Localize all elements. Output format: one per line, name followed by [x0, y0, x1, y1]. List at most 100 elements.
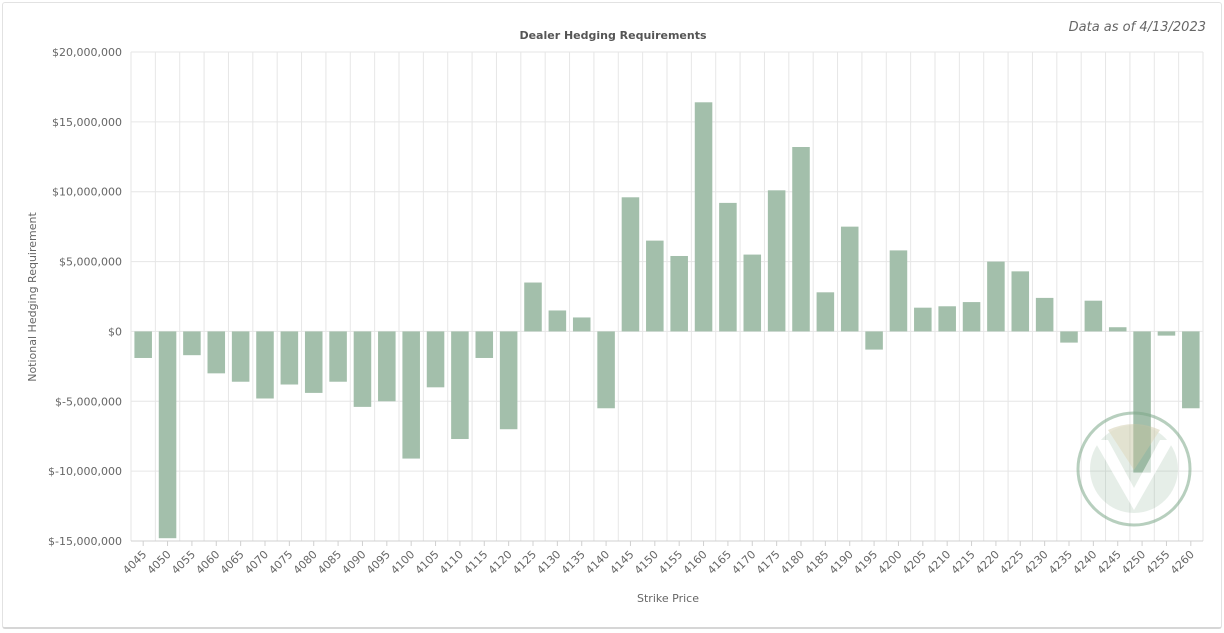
- bar-4060: [207, 331, 226, 374]
- y-tick-label: $5,000,000: [59, 256, 122, 269]
- bar-4135: [572, 317, 591, 332]
- logo-disc: [1090, 425, 1178, 513]
- x-tick-label: 4080: [291, 548, 320, 577]
- x-tick-label: 4095: [364, 548, 393, 577]
- bar-4235: [1060, 331, 1078, 343]
- x-tick-label: 4050: [145, 548, 174, 577]
- x-tick-label: 4260: [1168, 548, 1197, 577]
- x-tick-label: 4220: [973, 548, 1002, 577]
- bar-4155: [670, 255, 688, 332]
- bar-4175: [767, 190, 786, 332]
- x-tick-label: 4060: [193, 548, 222, 577]
- bar-4180: [792, 147, 810, 332]
- x-axis-ticks: 4045405040554060406540704075408040854090…: [120, 540, 1203, 577]
- bar-4170: [743, 254, 762, 332]
- bar-4045: [134, 331, 152, 358]
- x-tick-label: 4070: [242, 548, 271, 577]
- bar-4115: [475, 331, 494, 358]
- bar-4240: [1084, 300, 1103, 332]
- bar-4105: [426, 331, 445, 388]
- x-tick-label: 4130: [534, 548, 563, 577]
- x-tick-label: 4160: [681, 548, 710, 577]
- bar-4195: [865, 331, 883, 350]
- x-tick-label: 4255: [1144, 548, 1173, 577]
- x-tick-label: 4045: [120, 548, 149, 577]
- bar-4205: [914, 307, 932, 332]
- grid-lines: [130, 51, 1204, 542]
- x-tick-label: 4120: [486, 548, 515, 577]
- bar-4050: [158, 331, 177, 539]
- x-tick-label: 4065: [218, 548, 247, 577]
- bar-4210: [938, 306, 956, 332]
- logo-leaf: [1108, 424, 1160, 470]
- bars: [134, 102, 1200, 539]
- y-axis-label: Notional Hedging Requirement: [26, 212, 39, 382]
- bar-4130: [548, 310, 567, 332]
- bar-4250: [1133, 331, 1151, 473]
- x-tick-label: 4190: [827, 548, 856, 577]
- x-tick-label: 4055: [169, 548, 198, 577]
- bar-4090: [353, 331, 372, 407]
- x-axis-label: Strike Price: [637, 592, 699, 605]
- y-tick-label: $15,000,000: [52, 116, 122, 129]
- x-tick-label: 4215: [949, 548, 978, 577]
- x-tick-label: 4225: [997, 548, 1026, 577]
- y-tick-label: $0: [108, 325, 122, 338]
- chart-title: Dealer Hedging Requirements: [519, 29, 707, 42]
- x-tick-label: 4195: [851, 548, 880, 577]
- x-tick-label: 4115: [461, 548, 490, 577]
- bar-4165: [719, 202, 737, 332]
- x-tick-label: 4100: [388, 548, 417, 577]
- bar-4225: [1011, 271, 1030, 332]
- bar-4140: [597, 331, 615, 409]
- x-tick-label: 4205: [900, 548, 929, 577]
- bar-4080: [304, 331, 323, 393]
- bar-4230: [1035, 297, 1054, 332]
- bar-4065: [231, 331, 250, 382]
- y-axis-ticks: $20,000,000 $15,000,000 $10,000,000 $5,000,…: [48, 46, 122, 548]
- x-tick-label: 4170: [729, 548, 758, 577]
- x-tick-label: 4145: [608, 548, 637, 577]
- bar-4150: [646, 240, 664, 332]
- x-tick-label: 4150: [632, 548, 661, 577]
- x-tick-label: 4235: [1046, 548, 1075, 577]
- bar-4100: [402, 331, 420, 459]
- bar-4245: [1108, 327, 1127, 332]
- bar-4160: [694, 102, 713, 332]
- y-tick-label: $-5,000,000: [55, 395, 122, 408]
- x-tick-label: 4165: [705, 548, 734, 577]
- bar-4125: [524, 282, 542, 332]
- y-tick-label: $20,000,000: [52, 46, 122, 59]
- x-tick-label: 4230: [1022, 548, 1051, 577]
- bar-4220: [987, 261, 1005, 332]
- bar-4120: [499, 331, 518, 430]
- bar-4055: [183, 331, 201, 356]
- data-as-of-label: Data as of 4/13/2023: [1068, 20, 1206, 35]
- logo-ring: [1076, 411, 1192, 527]
- x-tick-label: 4175: [754, 548, 783, 577]
- x-tick-label: 4155: [656, 548, 685, 577]
- x-tick-label: 4245: [1095, 548, 1124, 577]
- bar-4200: [889, 250, 908, 332]
- bar-4255: [1157, 331, 1176, 336]
- x-tick-label: 4200: [876, 548, 905, 577]
- logo-watermark: [1076, 411, 1192, 527]
- x-tick-label: 4135: [559, 548, 588, 577]
- x-tick-label: 4125: [510, 548, 539, 577]
- x-tick-label: 4085: [315, 548, 344, 577]
- bar-4075: [280, 331, 299, 385]
- x-tick-label: 4090: [340, 548, 369, 577]
- x-tick-label: 4140: [583, 548, 612, 577]
- y-tick-label: $-10,000,000: [48, 465, 122, 478]
- x-tick-label: 4185: [802, 548, 831, 577]
- bar-4185: [816, 292, 835, 332]
- x-tick-label: 4210: [924, 548, 953, 577]
- bar-4260: [1182, 331, 1200, 409]
- x-tick-label: 4180: [778, 548, 807, 577]
- bar-4215: [962, 302, 981, 332]
- x-tick-label: 4105: [413, 548, 442, 577]
- bar-4095: [378, 331, 396, 402]
- logo-v-mark: [1094, 440, 1174, 510]
- x-tick-label: 4075: [266, 548, 295, 577]
